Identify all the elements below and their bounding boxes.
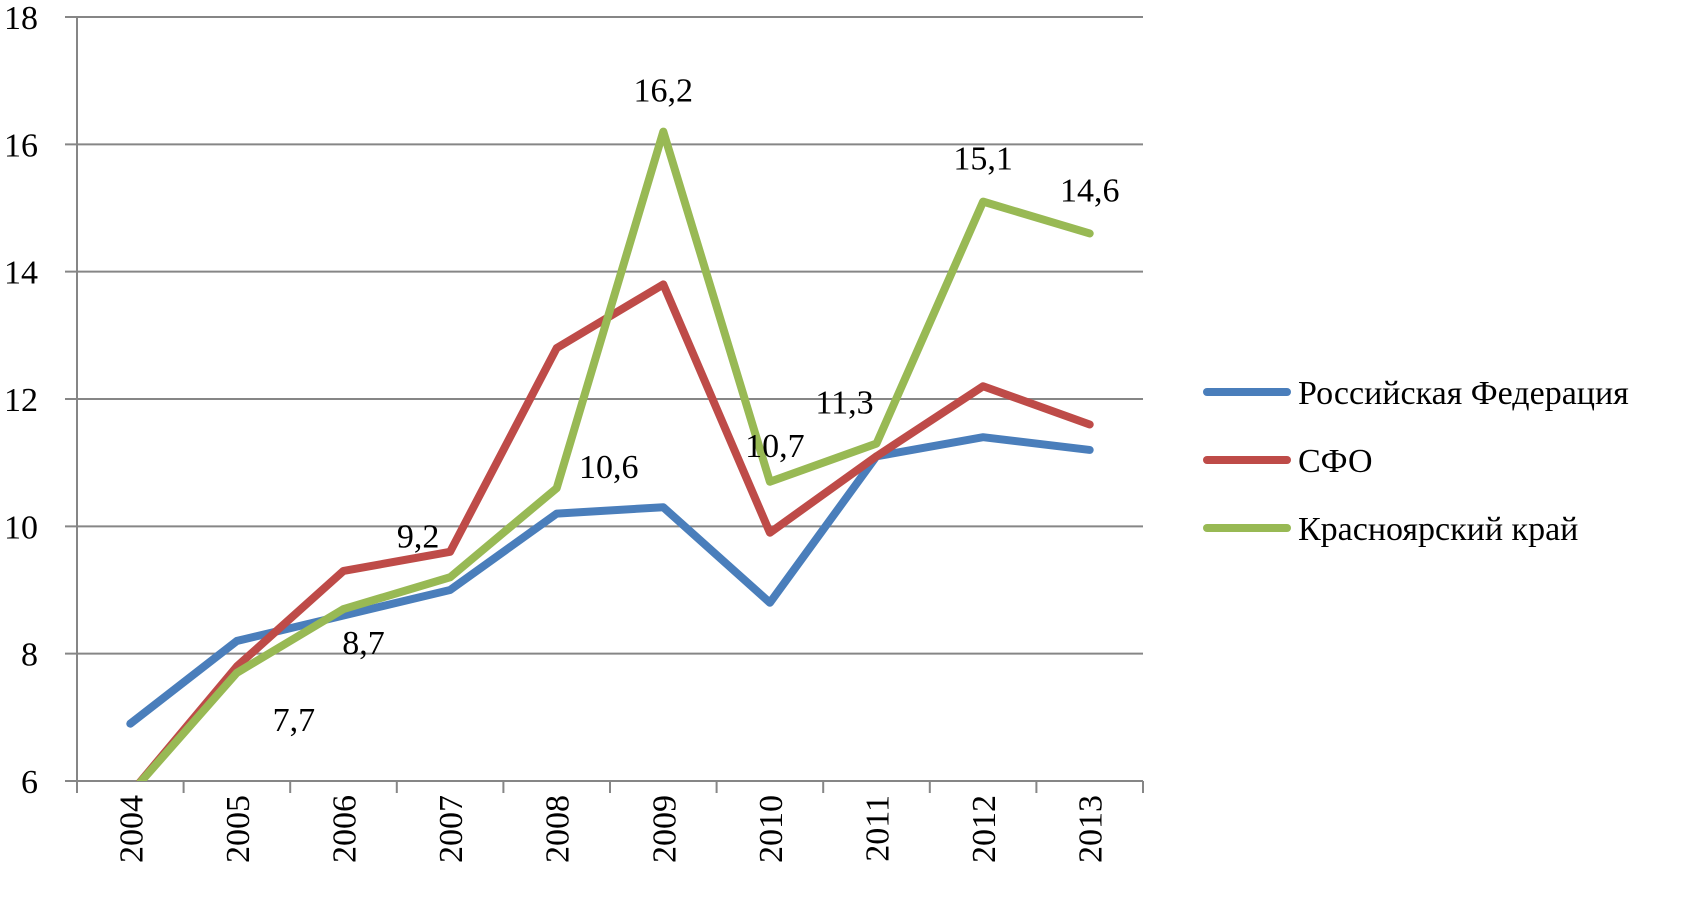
data-label: 10,7 [745, 428, 805, 465]
series-layer [126, 127, 1094, 781]
x-tick-label: 2007 [433, 795, 470, 863]
data-label: 16,2 [634, 73, 694, 110]
x-tick-label: 2012 [966, 795, 1003, 863]
x-tick-label: 2009 [646, 795, 683, 863]
series-line-2 [136, 127, 1094, 781]
data-label: 11,3 [815, 385, 873, 422]
x-tick-label: 2011 [860, 795, 897, 862]
data-label: 8,7 [342, 625, 385, 662]
y-tick-label: 16 [4, 127, 38, 164]
legend-label: Российская Федерация [1298, 375, 1629, 412]
legend-label: Красноярский край [1298, 511, 1578, 548]
data-label: 7,7 [273, 702, 316, 739]
y-tick-label: 14 [4, 255, 38, 292]
x-tick-label: 2004 [113, 795, 150, 863]
data-label-layer: 7,7 8,7 9,2 10,6 16,2 10,7 11,3 15,1 14,6 [273, 73, 1120, 739]
data-label: 15,1 [953, 141, 1013, 178]
data-label: 9,2 [397, 518, 440, 555]
legend: Российская Федерация СФО Красноярский край [1203, 375, 1629, 548]
data-label: 14,6 [1060, 172, 1120, 209]
axis-layer: 6 8 10 12 14 16 18 2004 2005 2006 2007 2008 2009 2010… [4, 0, 1144, 863]
legend-label: СФО [1298, 443, 1373, 480]
x-tick-label: 2010 [753, 795, 790, 863]
x-tick-label: 2005 [220, 795, 257, 863]
x-tick-label: 2008 [540, 795, 577, 863]
grid-layer [65, 16, 1143, 782]
x-tick-label: 2013 [1073, 795, 1110, 863]
y-tick-label: 8 [21, 637, 38, 674]
y-tick-label: 10 [4, 509, 38, 546]
data-label: 10,6 [579, 449, 639, 486]
x-tick-label: 2006 [327, 795, 364, 863]
y-tick-label: 6 [21, 764, 38, 801]
series-line-0 [126, 433, 1094, 728]
y-tick-label: 12 [4, 382, 38, 419]
y-tick-label: 18 [4, 0, 38, 37]
